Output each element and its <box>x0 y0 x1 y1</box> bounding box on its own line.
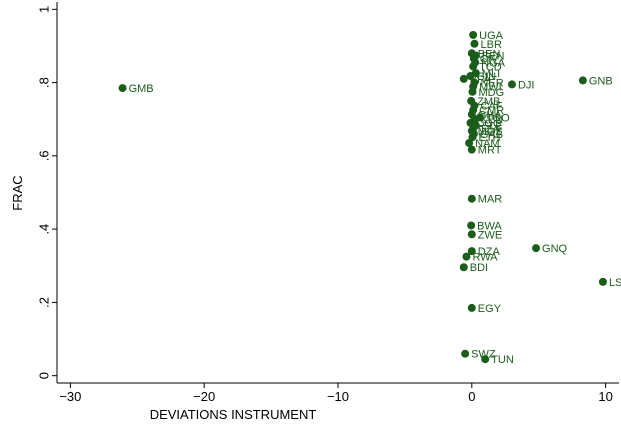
data-point-label: CIV <box>480 53 499 65</box>
axes: DEVIATIONS INSTRUMENT FRAC <box>10 2 619 422</box>
data-point <box>469 62 478 71</box>
data-point <box>469 30 478 39</box>
data-point-label: MRT <box>478 145 502 157</box>
y-tick-label: .8 <box>36 77 51 88</box>
data-point-label: RWA <box>472 252 498 264</box>
y-tick-label: .6 <box>36 150 51 161</box>
data-point <box>465 139 474 148</box>
data-point-label: CAF <box>480 101 502 113</box>
data-point-label: TGO <box>486 112 510 124</box>
data-point <box>467 303 476 312</box>
data-point-label: GIN <box>476 71 496 83</box>
data-point-label: COG <box>476 118 501 130</box>
data-point <box>461 349 470 358</box>
data-point <box>532 244 541 253</box>
data-point-label: BDI <box>470 262 488 274</box>
x-tick-label: 0 <box>468 389 475 404</box>
data-point-label: LBR <box>480 39 501 51</box>
data-point-label: GHA <box>478 109 503 121</box>
data-point <box>468 133 477 142</box>
data-point-label: ZWE <box>478 229 502 241</box>
data-point-label: GMB <box>129 83 154 95</box>
x-tick-label: −20 <box>193 389 215 404</box>
data-point <box>481 355 490 364</box>
data-point-label: SWZ <box>471 349 496 361</box>
data-point-label: EGY <box>478 303 502 315</box>
data-point-label: ETH <box>478 132 500 144</box>
data-point <box>467 221 476 230</box>
x-tick-label: −10 <box>327 389 349 404</box>
data-point <box>467 247 476 256</box>
data-point-label: GAB <box>480 129 503 141</box>
data-point-label: GNQ <box>542 243 568 255</box>
data-point-label: TZA <box>479 123 500 135</box>
data-point <box>462 252 471 261</box>
data-point <box>507 80 516 89</box>
y-axis-title: FRAC <box>10 175 25 210</box>
data-point-label: SEN <box>482 50 505 62</box>
y-tick-label: .2 <box>36 297 51 308</box>
data-point-label: MDG <box>478 87 504 99</box>
data-point-label: CMR <box>479 105 504 117</box>
data-point <box>466 72 475 81</box>
data-point <box>467 194 476 203</box>
data-point-label: LSO <box>609 277 621 289</box>
data-point-label: KEN <box>480 114 503 126</box>
data-point <box>598 277 607 286</box>
data-point-label: BWA <box>477 220 502 232</box>
ticks: −30 −20 −10 0 10 0 .2 .4 .6 .8 1 <box>36 6 612 404</box>
data-point-label: DJI <box>518 79 535 91</box>
data-point-label: GNB <box>589 75 613 87</box>
data-point <box>459 74 468 83</box>
data-point-label: TCD <box>479 61 502 73</box>
data-point-label: MWI <box>479 82 502 94</box>
y-tick-label: 0 <box>36 372 51 379</box>
data-point-label: NGA <box>481 57 506 69</box>
data-point <box>459 263 468 272</box>
data-point <box>468 87 477 96</box>
data-point-label: UGA <box>479 30 504 42</box>
data-point-label: ZMB <box>477 96 500 108</box>
data-point-label: MAR <box>478 194 503 206</box>
data-point <box>470 39 479 48</box>
x-tick-label: 10 <box>598 389 612 404</box>
data-point-label: SLE <box>482 120 503 132</box>
data-point <box>467 145 476 154</box>
data-point-label: TUN <box>491 354 514 366</box>
y-tick-label: 1 <box>36 6 51 13</box>
data-point-label: MLI <box>482 68 500 80</box>
data-point-label: NAM <box>475 138 499 150</box>
data-point <box>467 230 476 239</box>
y-tick-label: .4 <box>36 224 51 235</box>
data-point-label: NER <box>480 78 503 90</box>
x-axis-title: DEVIATIONS INSTRUMENT <box>150 407 317 422</box>
x-tick-label: −30 <box>59 389 81 404</box>
data-point <box>578 76 587 85</box>
data-point <box>118 84 127 93</box>
data-point-label: MOZ <box>478 126 503 138</box>
data-point-label: BEN <box>478 48 501 60</box>
data-point-label: DZA <box>478 246 501 258</box>
